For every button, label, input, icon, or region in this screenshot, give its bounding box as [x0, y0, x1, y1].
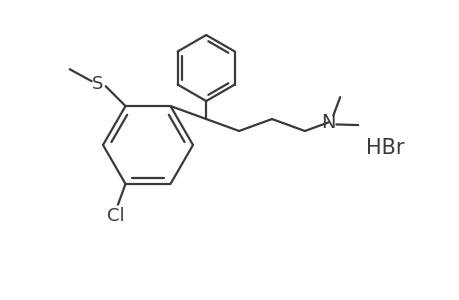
Text: N: N — [320, 113, 335, 132]
Text: HBr: HBr — [365, 138, 403, 158]
Text: Cl: Cl — [107, 207, 124, 225]
Text: S: S — [92, 75, 103, 93]
